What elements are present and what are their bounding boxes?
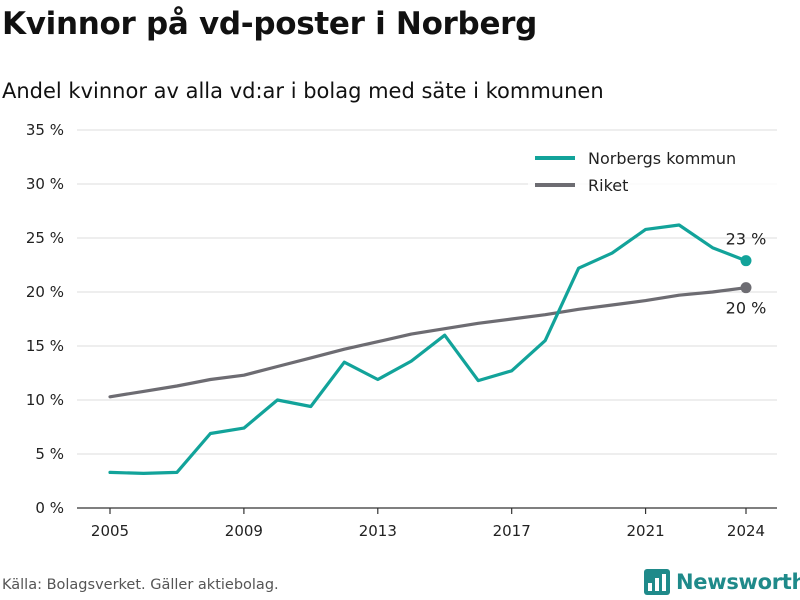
bar-chart-logo-icon: [644, 569, 670, 595]
y-tick-label: 30 %: [26, 175, 64, 193]
y-tick-label: 5 %: [35, 445, 64, 463]
series-line-norbergs-kommun: [108, 223, 748, 475]
legend-background: [528, 148, 778, 170]
end-label: 20 %: [726, 299, 767, 318]
y-tick-label: 15 %: [26, 337, 64, 355]
x-tick-label: 2005: [91, 522, 129, 540]
legend-label: Norbergs kommun: [588, 149, 736, 168]
x-tick-label: 2009: [225, 522, 263, 540]
x-tick-label: 2021: [626, 522, 664, 540]
chart-subtitle: Andel kvinnor av alla vd:ar i bolag med …: [2, 79, 604, 103]
end-point-norbergs-kommun: [740, 255, 752, 267]
source-note: Källa: Bolagsverket. Gäller aktiebolag.: [2, 577, 279, 593]
legend-background: [528, 175, 778, 197]
series-line-riket: [108, 286, 748, 399]
y-tick-label: 10 %: [26, 391, 64, 409]
y-tick-label: 20 %: [26, 283, 64, 301]
legend-label: Riket: [588, 176, 628, 195]
end-point-riket: [740, 282, 752, 294]
logo-text: Newsworthy: [676, 570, 800, 594]
x-tick-label: 2017: [493, 522, 531, 540]
y-tick-label: 25 %: [26, 229, 64, 247]
chart-title: Kvinnor på vd-poster i Norberg: [2, 6, 538, 42]
x-tick-label: 2024: [727, 522, 765, 540]
end-label: 23 %: [726, 230, 767, 249]
x-tick-label: 2013: [359, 522, 397, 540]
newsworthy-logo[interactable]: Newsworthy: [644, 569, 800, 595]
y-tick-label: 0 %: [35, 499, 64, 517]
y-tick-label: 35 %: [26, 121, 64, 139]
